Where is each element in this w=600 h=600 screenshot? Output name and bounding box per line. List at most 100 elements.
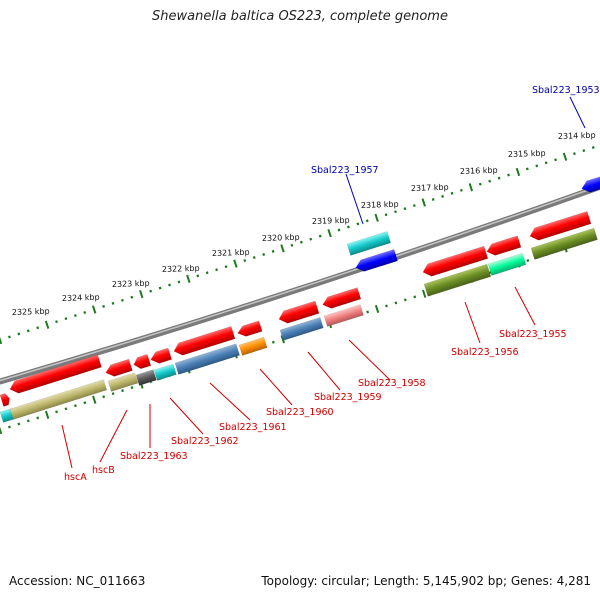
outer-tick (573, 152, 576, 156)
gene-arrow[interactable] (236, 320, 263, 339)
gene-arrow[interactable] (485, 235, 522, 258)
kbp-label-2319: 2319 kbp (312, 216, 350, 226)
outer-tick (356, 222, 360, 226)
outer-tick (252, 256, 256, 259)
gene-label-sbal223-1963[interactable]: Sbal223_1963 (120, 451, 188, 462)
gene-arrow[interactable] (277, 300, 320, 325)
gene-label-hscb[interactable]: hscB (92, 465, 115, 476)
outer-tick (196, 274, 200, 278)
gene-arrow[interactable] (321, 287, 362, 311)
inner-tick (394, 301, 398, 305)
kbp-label-2317: 2317 kbp (411, 183, 449, 193)
inner-tick (17, 422, 21, 426)
leader-line (99, 409, 128, 463)
inner-tick (413, 295, 417, 299)
inner-tick (8, 425, 11, 429)
leader-line (514, 286, 536, 326)
outer-tick (102, 304, 106, 308)
gene-arrow[interactable] (174, 343, 240, 375)
leader-line (209, 382, 251, 421)
gene-arrow[interactable] (135, 369, 157, 386)
inner-tick (374, 304, 380, 314)
inner-tick (121, 389, 124, 393)
labels: 2314 kbp 2315 kbp 2316 kbp 2317 kbp 2318… (12, 85, 600, 483)
gene-label-sbal223-1958[interactable]: Sbal223_1958 (358, 378, 426, 389)
outer-tick (158, 286, 162, 290)
outer-tick (309, 237, 313, 241)
gene-arrow[interactable] (423, 263, 492, 297)
leader-line (61, 424, 73, 469)
inner-tick (73, 404, 77, 408)
gene-arrow[interactable] (530, 227, 598, 260)
gene-arrow[interactable] (354, 249, 398, 273)
genome-summary-text: Topology: circular; Length: 5,145,902 bp… (261, 574, 591, 588)
gene-label-hsca[interactable]: hscA (64, 472, 87, 483)
outer-tick (394, 210, 397, 214)
gene-arrow[interactable] (8, 354, 102, 396)
leader-line (345, 173, 364, 225)
gene-arrow[interactable] (132, 353, 152, 370)
gene-arrow[interactable] (487, 252, 527, 276)
gene-label-sbal223-1953[interactable]: Sbal223_1953 (532, 85, 600, 96)
leader-line (307, 351, 341, 391)
outer-tick (515, 167, 521, 177)
outer-tick (55, 320, 58, 324)
gene-label-sbal223-1956[interactable]: Sbal223_1956 (451, 347, 519, 358)
gene-arrow[interactable] (153, 363, 177, 381)
outer-tick (544, 161, 548, 165)
outer-tick (507, 173, 510, 177)
gene-arrow[interactable] (104, 358, 133, 378)
gene-label-sbal223-1962[interactable]: Sbal223_1962 (171, 436, 239, 447)
gene-arrow[interactable] (0, 393, 11, 407)
gene-arrow[interactable] (421, 245, 489, 278)
outer-tick (280, 244, 285, 253)
inner-tick (55, 410, 58, 414)
gene-arrow[interactable] (580, 176, 600, 194)
outer-tick (488, 179, 492, 183)
inner-tick (130, 386, 134, 390)
outer-tick (591, 146, 595, 150)
kbp-label-2324: 2324 kbp (62, 293, 100, 303)
leader-line (169, 397, 204, 435)
gene-arrow[interactable] (528, 211, 592, 242)
outer-tick (525, 167, 529, 171)
outer-tick (168, 283, 171, 287)
gene-arrow[interactable] (149, 347, 172, 365)
gene-label-sbal223-1961[interactable]: Sbal223_1961 (219, 422, 287, 433)
outer-tick (8, 335, 11, 339)
gene-label-sbal223-1957[interactable]: Sbal223_1957 (311, 165, 379, 176)
kbp-label-2321: 2321 kbp (212, 248, 250, 258)
outer-tick (365, 219, 369, 223)
kbp-label-2325: 2325 kbp (12, 307, 50, 317)
gene-label-sbal223-1955[interactable]: Sbal223_1955 (499, 329, 567, 340)
genome-backbone (0, 183, 600, 385)
inner-tick (488, 271, 492, 275)
gene-arrow[interactable] (346, 231, 391, 256)
genome-backbone-highlight (0, 184, 600, 382)
outer-tick (0, 336, 3, 345)
outer-tick (535, 164, 539, 168)
leader-line (464, 301, 481, 344)
outer-tick (468, 183, 474, 192)
inner-tick (83, 401, 87, 405)
outer-tick (431, 197, 435, 201)
kbp-label-2322: 2322 kbp (162, 264, 200, 274)
outer-tick (243, 259, 247, 263)
gene-arrow[interactable] (238, 336, 268, 356)
gene-label-sbal223-1960[interactable]: Sbal223_1960 (266, 407, 334, 418)
gene-arrow[interactable] (172, 326, 236, 357)
gene-arrow[interactable] (323, 304, 364, 327)
outer-tick (17, 332, 21, 336)
inner-tick (92, 395, 97, 404)
outer-tick (290, 243, 294, 247)
outer-tick (562, 152, 568, 161)
inner-tick (421, 289, 427, 298)
kbp-label-2316: 2316 kbp (460, 166, 498, 176)
gene-arrow[interactable] (9, 379, 108, 420)
gene-arrow[interactable] (279, 317, 324, 341)
gene-label-sbal223-1959[interactable]: Sbal223_1959 (314, 392, 382, 403)
gene-arrow[interactable] (107, 372, 139, 392)
gene-track[interactable] (0, 176, 600, 423)
outer-tick (271, 249, 275, 253)
